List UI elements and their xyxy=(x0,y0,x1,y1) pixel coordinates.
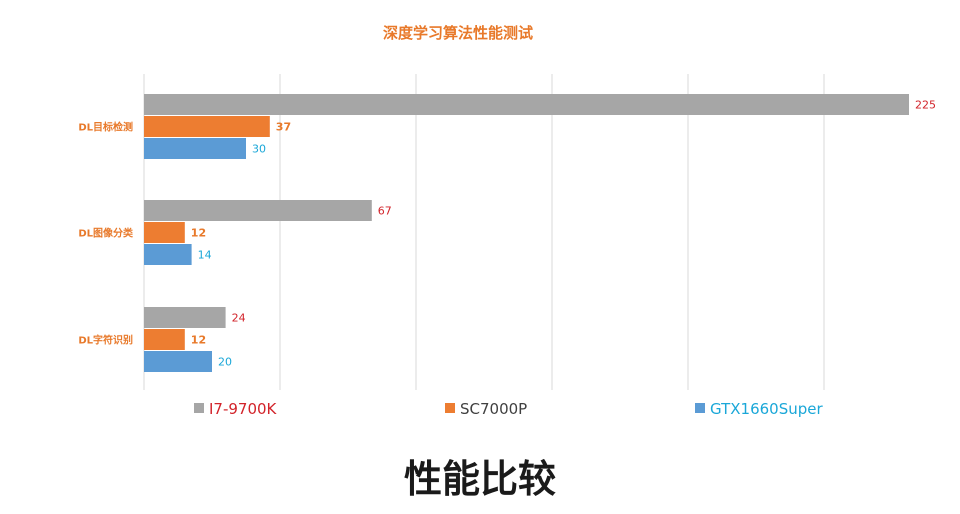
bar xyxy=(144,307,226,328)
caption-title: 性能比较 xyxy=(403,457,556,501)
data-label: 12 xyxy=(191,227,206,240)
data-label: 67 xyxy=(378,205,392,218)
bar xyxy=(144,222,185,243)
legend-swatch xyxy=(194,403,204,413)
legend-label: SC7000P xyxy=(460,400,527,418)
chart-title: 深度学习算法性能测试 xyxy=(383,24,533,42)
bar xyxy=(144,329,185,350)
data-label: 24 xyxy=(232,312,246,325)
bar xyxy=(144,200,372,221)
bars xyxy=(144,94,909,372)
legend-label: I7-9700K xyxy=(209,400,278,418)
bar xyxy=(144,244,192,265)
legend-label: GTX1660Super xyxy=(710,400,823,418)
bar xyxy=(144,138,246,159)
legend-swatch xyxy=(695,403,705,413)
legend: I7-9700K SC7000P GTX1660Super xyxy=(194,400,823,418)
bar xyxy=(144,351,212,372)
legend-swatch xyxy=(445,403,455,413)
bar xyxy=(144,116,270,137)
data-label: 12 xyxy=(191,334,206,347)
value-labels: 225 37 30 67 12 14 24 12 20 xyxy=(191,99,936,369)
category-label: DL字符识别 xyxy=(78,334,133,347)
bar xyxy=(144,94,909,115)
data-label: 30 xyxy=(252,143,266,156)
category-label: DL图像分类 xyxy=(78,227,133,240)
category-axis: DL目标检测 DL图像分类 DL字符识别 xyxy=(78,121,133,347)
category-label: DL目标检测 xyxy=(78,121,133,134)
data-label: 37 xyxy=(276,121,291,134)
data-label: 14 xyxy=(198,249,212,262)
data-label: 20 xyxy=(218,356,232,369)
data-label: 225 xyxy=(915,99,936,112)
